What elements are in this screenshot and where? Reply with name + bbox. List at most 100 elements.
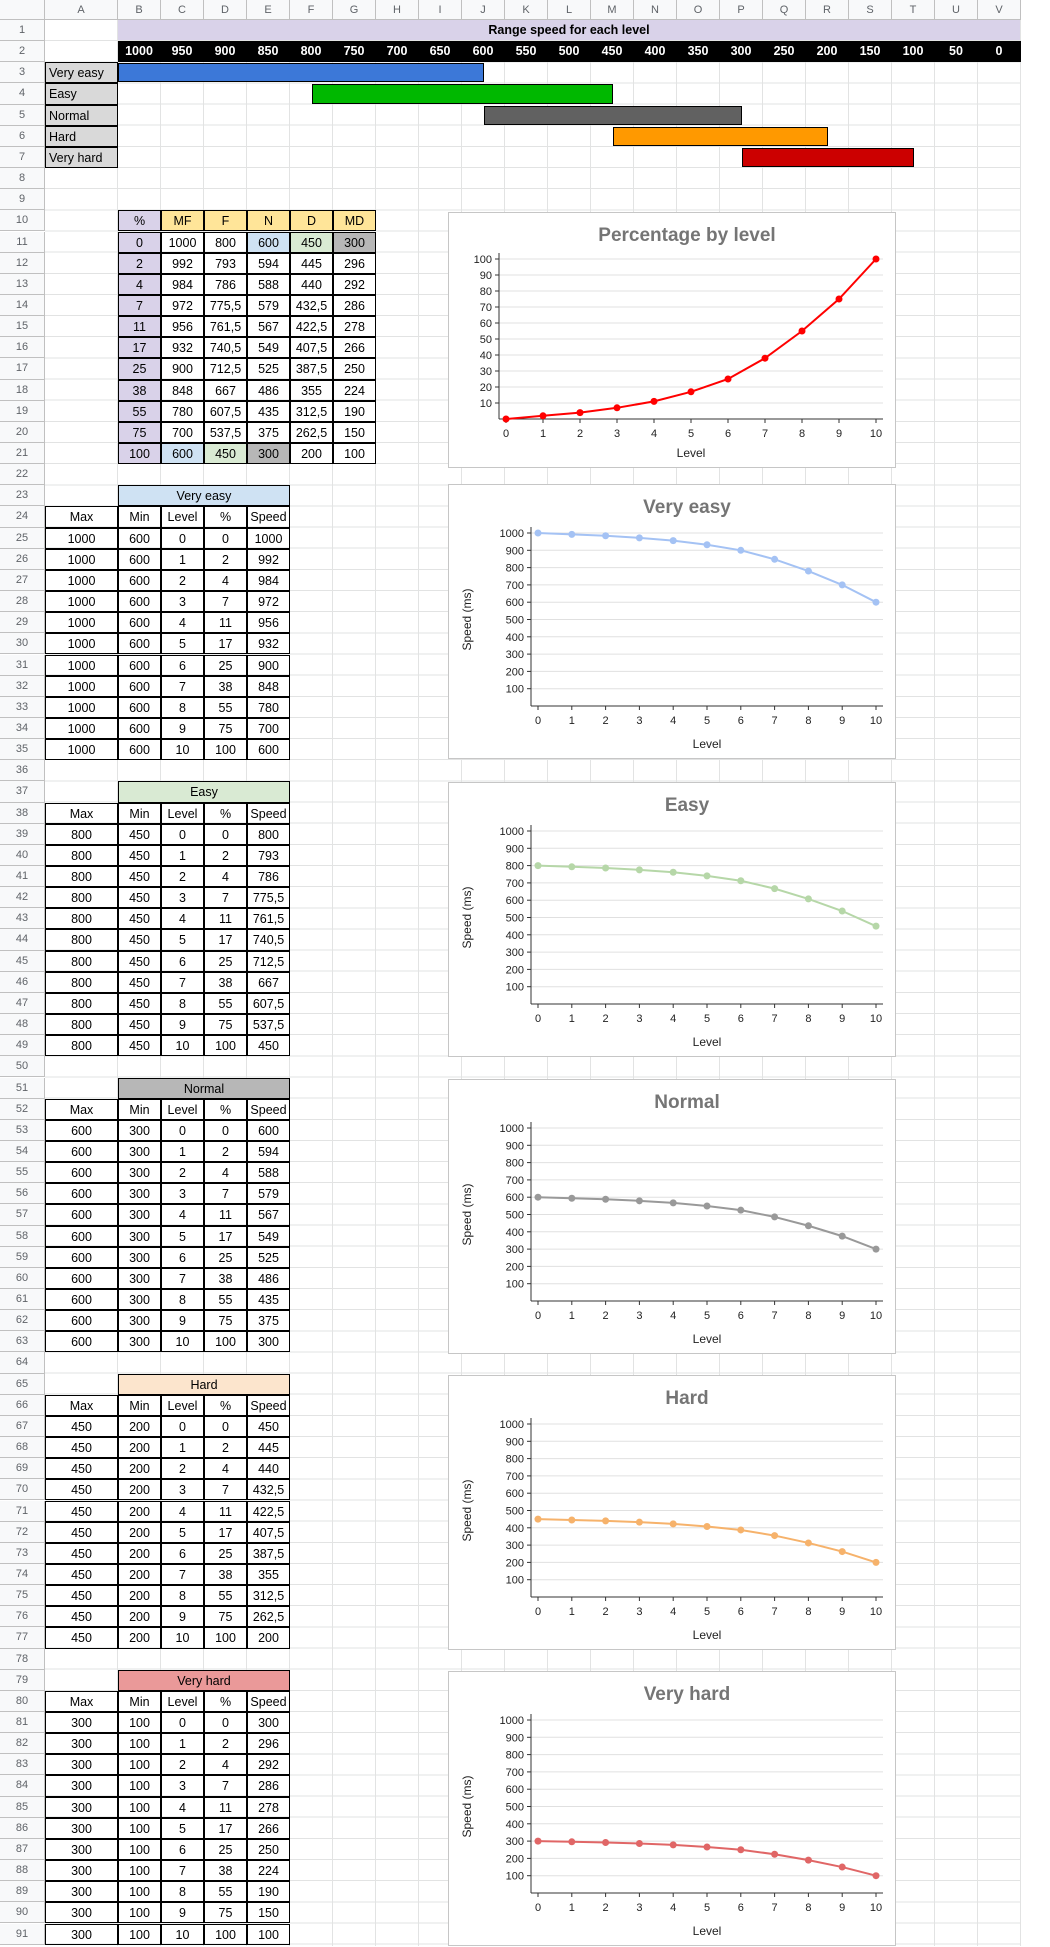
row-header[interactable]: 86 xyxy=(0,1817,45,1839)
level-table-max[interactable]: 600 xyxy=(45,1119,118,1141)
level-table-speed[interactable]: 972 xyxy=(247,591,290,613)
pct-table-cell[interactable]: 11 xyxy=(118,316,161,338)
level-table-max[interactable]: 1000 xyxy=(45,739,118,761)
pct-table-cell[interactable]: 607,5 xyxy=(204,400,247,422)
level-table-max[interactable]: 1000 xyxy=(45,633,118,655)
level-table-level[interactable]: 5 xyxy=(161,1225,204,1247)
range-value[interactable]: 650 xyxy=(419,41,462,63)
level-table-max[interactable]: 800 xyxy=(45,992,118,1015)
range-value[interactable]: 150 xyxy=(849,41,892,63)
level-table-max[interactable]: 800 xyxy=(45,971,118,993)
range-value[interactable]: 550 xyxy=(505,41,548,63)
level-table-max[interactable]: 600 xyxy=(45,1331,118,1353)
pct-table-cell[interactable]: 250 xyxy=(333,358,376,380)
pct-table-cell[interactable]: 549 xyxy=(247,337,290,359)
level-table-level[interactable]: 8 xyxy=(161,1289,204,1311)
pct-table-cell[interactable]: 761,5 xyxy=(204,316,247,338)
level-table-percent[interactable]: 25 xyxy=(204,1838,247,1861)
row-header[interactable]: 50 xyxy=(0,1056,45,1078)
level-table-min[interactable]: 100 xyxy=(118,1817,161,1839)
pct-table-cell[interactable]: 200 xyxy=(290,443,333,465)
level-table-min[interactable]: 450 xyxy=(118,1014,161,1036)
level-table-percent[interactable]: 0 xyxy=(204,1712,247,1734)
level-table-percent[interactable]: 4 xyxy=(204,866,247,888)
pct-table-cell[interactable]: 594 xyxy=(247,252,290,274)
level-table-speed[interactable]: 445 xyxy=(247,1437,290,1459)
row-header[interactable]: 28 xyxy=(0,591,45,613)
level-table-level[interactable]: 2 xyxy=(161,866,204,888)
level-table-header[interactable]: Max xyxy=(45,1098,118,1120)
level-table-level[interactable]: 0 xyxy=(161,1119,204,1141)
chart-4[interactable]: Hard 100 200 300 400 500 600 700 800 900 1000 0 1 2 3 4… xyxy=(448,1375,896,1650)
pct-table-cell[interactable]: 700 xyxy=(161,421,204,443)
range-value[interactable]: 350 xyxy=(677,41,720,63)
level-table-level[interactable]: 4 xyxy=(161,612,204,634)
level-table-percent[interactable]: 25 xyxy=(204,1246,247,1268)
level-table-percent[interactable]: 75 xyxy=(204,717,247,740)
level-table-min[interactable]: 300 xyxy=(118,1289,161,1311)
range-title[interactable]: Range speed for each level xyxy=(118,20,1021,42)
level-table-min[interactable]: 200 xyxy=(118,1521,161,1543)
row-header[interactable]: 78 xyxy=(0,1648,45,1670)
level-table-level[interactable]: 9 xyxy=(161,1606,204,1628)
pct-table-cell[interactable]: 75 xyxy=(118,421,161,443)
level-table-min[interactable]: 100 xyxy=(118,1712,161,1734)
level-table-speed[interactable]: 780 xyxy=(247,696,290,718)
level-table-speed[interactable]: 355 xyxy=(247,1563,290,1586)
level-table-min[interactable]: 100 xyxy=(118,1923,161,1945)
level-table-min[interactable]: 200 xyxy=(118,1458,161,1480)
column-header-s[interactable]: S xyxy=(849,0,892,20)
level-table-level[interactable]: 4 xyxy=(161,1796,204,1818)
level-table-min[interactable]: 300 xyxy=(118,1183,161,1205)
level-table-max[interactable]: 300 xyxy=(45,1796,118,1818)
level-table-percent[interactable]: 55 xyxy=(204,1289,247,1311)
level-table-speed[interactable]: 525 xyxy=(247,1246,290,1268)
level-table-max[interactable]: 600 xyxy=(45,1204,118,1226)
pct-table-cell[interactable]: 567 xyxy=(247,316,290,338)
level-table-percent[interactable]: 2 xyxy=(204,844,247,866)
level-table-min[interactable]: 450 xyxy=(118,887,161,909)
pct-table-header[interactable]: % xyxy=(118,210,161,232)
row-header[interactable]: 80 xyxy=(0,1690,45,1712)
level-table-speed[interactable]: 375 xyxy=(247,1310,290,1332)
row-header[interactable]: 21 xyxy=(0,443,45,465)
level-table-min[interactable]: 300 xyxy=(118,1225,161,1247)
level-table-min[interactable]: 600 xyxy=(118,591,161,613)
row-header[interactable]: 26 xyxy=(0,548,45,570)
level-table-percent[interactable]: 38 xyxy=(204,675,247,697)
level-table-max[interactable]: 1000 xyxy=(45,612,118,634)
level-table-header[interactable]: Level xyxy=(161,1690,204,1712)
level-table-speed[interactable]: 292 xyxy=(247,1754,290,1776)
level-table-speed[interactable]: 537,5 xyxy=(247,1014,290,1036)
level-table-speed[interactable]: 932 xyxy=(247,633,290,655)
level-table-max[interactable]: 600 xyxy=(45,1183,118,1205)
pct-table-cell[interactable]: 278 xyxy=(333,316,376,338)
level-table-header[interactable]: Speed xyxy=(247,802,290,824)
pct-table-cell[interactable]: 407,5 xyxy=(290,337,333,359)
row-header[interactable]: 79 xyxy=(0,1669,45,1691)
level-table-percent[interactable]: 11 xyxy=(204,1204,247,1226)
row-header[interactable]: 17 xyxy=(0,358,45,380)
level-table-min[interactable]: 200 xyxy=(118,1563,161,1586)
level-table-max[interactable]: 300 xyxy=(45,1881,118,1903)
level-table-level[interactable]: 9 xyxy=(161,717,204,740)
level-table-min[interactable]: 300 xyxy=(118,1162,161,1184)
level-table-speed[interactable]: 224 xyxy=(247,1860,290,1882)
level-table-speed[interactable]: 800 xyxy=(247,823,290,845)
level-table-percent[interactable]: 2 xyxy=(204,1140,247,1163)
row-header[interactable]: 34 xyxy=(0,717,45,740)
chart-2[interactable]: Easy 100 200 300 400 500 600 700 800 900 1000 0 1 2 3 4… xyxy=(448,782,896,1057)
level-table-speed[interactable]: 300 xyxy=(247,1331,290,1353)
pct-table-cell[interactable]: 190 xyxy=(333,400,376,422)
level-table-header[interactable]: % xyxy=(204,1690,247,1712)
row-header[interactable]: 27 xyxy=(0,569,45,592)
level-table-min[interactable]: 600 xyxy=(118,548,161,570)
level-table-max[interactable]: 450 xyxy=(45,1627,118,1649)
level-table-speed[interactable]: 712,5 xyxy=(247,950,290,972)
level-table-max[interactable]: 300 xyxy=(45,1712,118,1734)
row-header[interactable]: 88 xyxy=(0,1860,45,1882)
level-table-max[interactable]: 600 xyxy=(45,1310,118,1332)
level-table-speed[interactable]: 435 xyxy=(247,1289,290,1311)
level-table-speed[interactable]: 100 xyxy=(247,1923,290,1945)
level-table-percent[interactable]: 11 xyxy=(204,1796,247,1818)
